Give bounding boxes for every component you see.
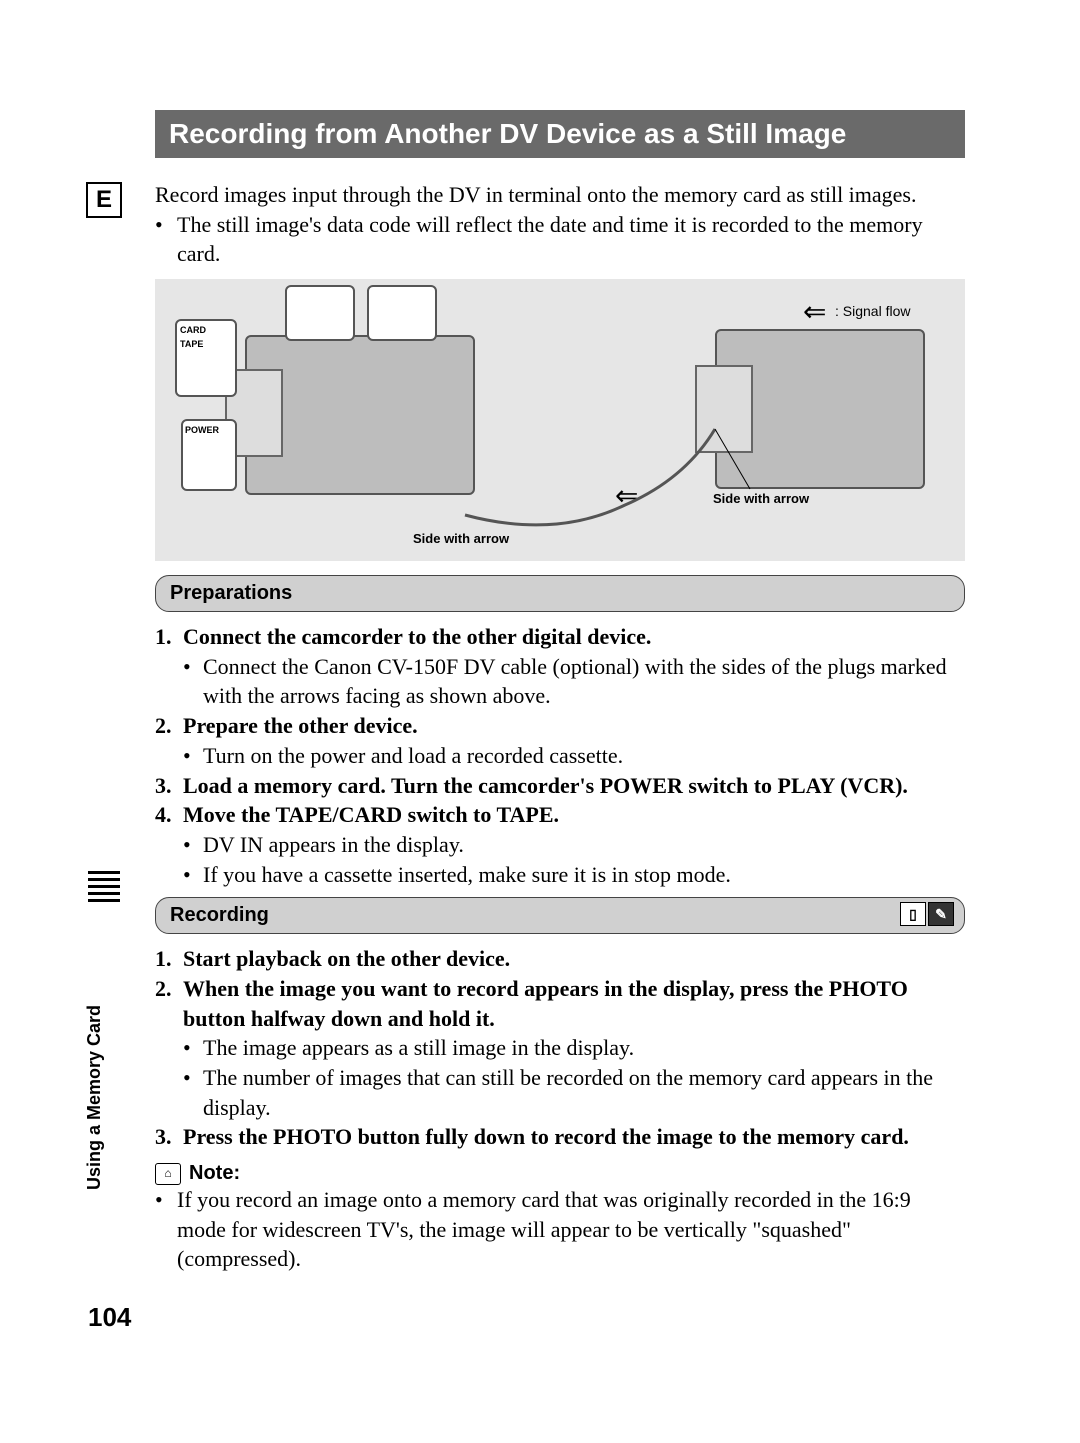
intro-text: Record images input through the DV in te… [155,180,965,210]
play-icon: ✎ [928,902,954,926]
page-title: Recording from Another DV Device as a St… [155,110,965,158]
rec-step-1: 1.Start playback on the other device. [155,944,965,974]
rec-step-2-bullet-2: •The number of images that can still be … [183,1063,965,1122]
recording-heading: Recording ▯ ✎ [155,897,965,934]
prep-step-4: 4.Move the TAPE/CARD switch to TAPE. [155,800,965,830]
prep-step-3: 3.Load a memory card. Turn the camcorder… [155,771,965,801]
preparations-heading: Preparations [155,575,965,612]
note-header: ⌂ Note: [155,1162,965,1185]
connection-diagram: CARD TAPE POWER ⇐ ⇐ : Signal flow Side w… [155,279,965,561]
intro-bullet: •The still image's data code will reflec… [155,210,965,269]
rec-step-2-bullet-1: •The image appears as a still image in t… [183,1033,965,1063]
note-bullet: •If you record an image onto a memory ca… [155,1185,965,1274]
prep-step-2: 2.Prepare the other device. [155,711,965,741]
prep-step-4-bullet-2: •If you have a cassette inserted, make s… [183,860,965,890]
page-number: 104 [88,1302,131,1333]
prep-step-2-bullet: •Turn on the power and load a recorded c… [183,741,965,771]
prep-step-1: 1.Connect the camcorder to the other dig… [155,622,965,652]
note-icon: ⌂ [155,1163,181,1185]
mode-icons: ▯ ✎ [900,902,954,926]
prep-step-1-bullet: •Connect the Canon CV-150F DV cable (opt… [183,652,965,711]
camera-icon: ▯ [900,902,926,926]
rec-step-2: 2.When the image you want to record appe… [155,974,965,1033]
prep-step-4-bullet-1: •DV IN appears in the display. [183,830,965,860]
rec-step-3: 3.Press the PHOTO button fully down to r… [155,1122,965,1152]
